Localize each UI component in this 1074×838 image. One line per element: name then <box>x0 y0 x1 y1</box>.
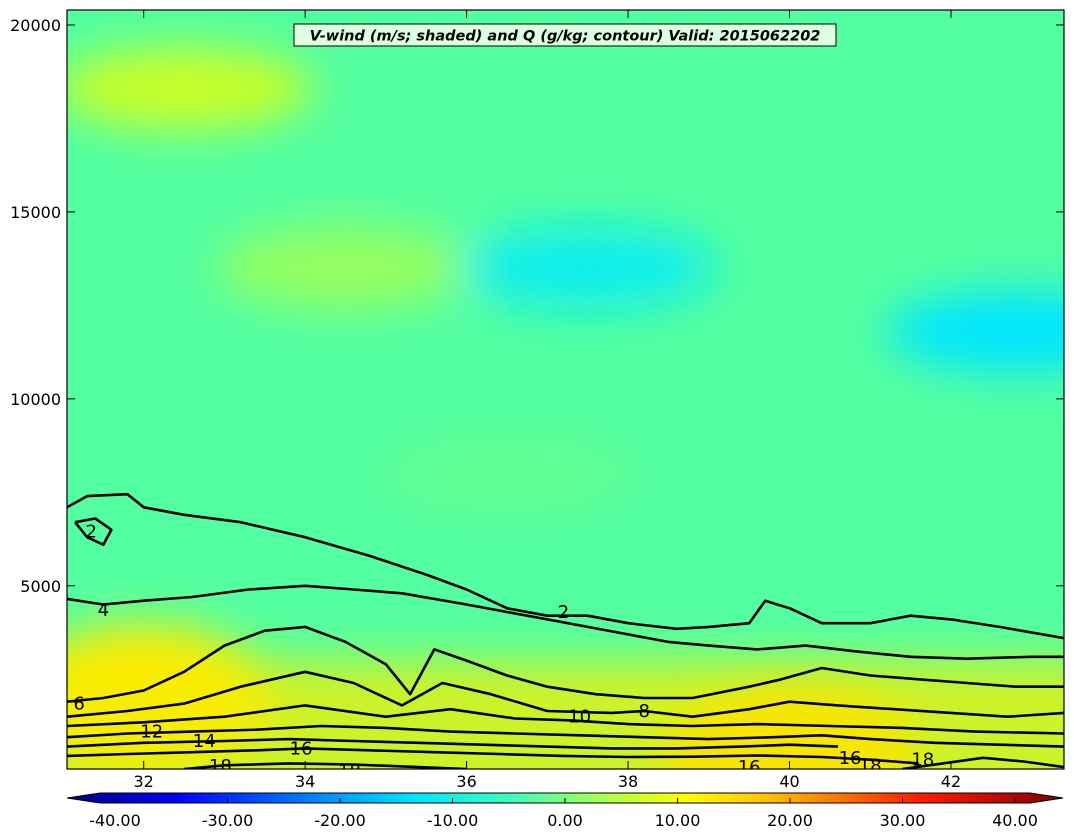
plot-frame <box>66 9 1065 770</box>
colorbar-tick-label: -40.00 <box>89 811 141 830</box>
x-tick-label: 32 <box>134 772 154 791</box>
colorbar-tick-label: 10.00 <box>655 811 701 830</box>
contour-q-8 <box>67 670 1064 718</box>
y-axis: 5000 10000 15000 20000 <box>10 16 1064 596</box>
y-tick-label: 10000 <box>10 390 61 409</box>
y-tick-label: 5000 <box>20 577 61 596</box>
contour-label: 14 <box>193 731 216 752</box>
shading-cell <box>216 226 475 310</box>
colorbar: -40.00 -30.00 -20.00 -10.00 0.00 10.00 20.00 30… <box>66 792 1064 830</box>
contour-q-2 <box>67 492 1064 640</box>
colorbar-tick-label: 20.00 <box>767 811 813 830</box>
contour-q-16 <box>67 747 919 765</box>
contour-q-14 <box>67 737 839 750</box>
humidity-contours <box>67 492 1064 769</box>
contour-label: 2 <box>85 522 96 543</box>
contour-q-2 <box>74 517 113 546</box>
contour-label: 4 <box>98 600 109 621</box>
contour-label: 2 <box>558 602 569 623</box>
x-tick-label: 36 <box>456 772 476 791</box>
contour-label: 16 <box>839 748 862 769</box>
contour-label: 16 <box>290 738 313 759</box>
x-tick-label: 38 <box>618 772 638 791</box>
colorbar-tick-label: -20.00 <box>314 811 366 830</box>
contour-label: 10 <box>568 707 591 728</box>
contour-label: 18 <box>911 750 934 771</box>
x-axis: 32 34 36 38 40 42 <box>134 10 961 791</box>
contour-q-12 <box>67 724 1064 748</box>
colorbar-tick-label: 40.00 <box>992 811 1038 830</box>
contour-label: 8 <box>638 701 649 722</box>
contour-q-18 <box>902 756 1064 769</box>
contour-label: 16 <box>738 757 761 778</box>
y-tick-label: 15000 <box>10 203 61 222</box>
x-tick-label: 34 <box>295 772 315 791</box>
x-tick-label: 40 <box>779 772 799 791</box>
contour-label: 18 <box>209 756 232 777</box>
x-tick-label: 42 <box>941 772 961 791</box>
colorbar-tick-label: -30.00 <box>202 811 254 830</box>
shading-cell <box>886 290 1064 373</box>
y-tick-label: 20000 <box>10 16 61 35</box>
colorbar-tick-label: 0.00 <box>547 811 583 830</box>
colorbar-tick-label: -10.00 <box>427 811 479 830</box>
contour-label: 18 <box>859 755 882 776</box>
contour-q-4 <box>67 584 1064 660</box>
colorbar-ticks: -40.00 -30.00 -20.00 -10.00 0.00 10.00 20.00 30… <box>89 798 1038 830</box>
contour-label: 12 <box>140 722 163 743</box>
contour-q-10 <box>67 704 1064 735</box>
colorbar-tick-label: 30.00 <box>880 811 926 830</box>
shading-blobs <box>67 47 1064 769</box>
contour-label: 18 <box>338 761 361 782</box>
contour-q-18 <box>183 762 467 769</box>
shading-cell <box>67 47 314 130</box>
chart-title: V-wind (m/s; shaded) and Q (g/kg; contou… <box>310 29 821 45</box>
contour-label: 6 <box>73 694 84 715</box>
shading-cell <box>377 432 637 515</box>
contour-q-6 <box>67 625 1064 703</box>
chart-title-box: V-wind (m/s; shaded) and Q (g/kg; contou… <box>293 23 837 47</box>
shading-cell <box>458 226 717 310</box>
